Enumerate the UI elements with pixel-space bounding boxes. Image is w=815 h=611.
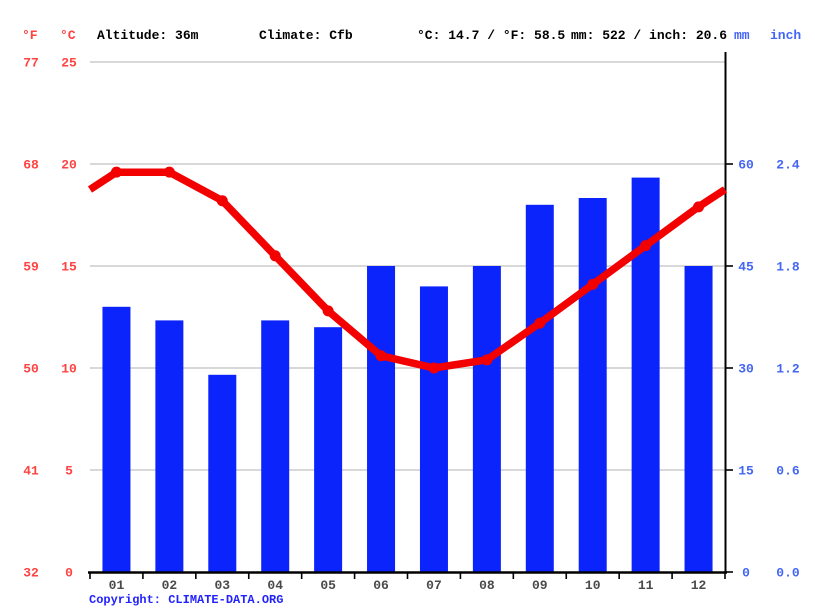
- f-axis-label: 77: [23, 56, 39, 71]
- mm-axis-label: 60: [738, 158, 754, 173]
- month-label-12: 12: [691, 578, 707, 593]
- inch-axis-label: 1.8: [776, 260, 800, 275]
- c-unit-label: °C: [60, 28, 76, 43]
- climate-label: Climate: Cfb: [259, 28, 353, 43]
- temp-point-02: [163, 166, 175, 178]
- mm-axis-label: 30: [738, 362, 754, 377]
- mm-unit-label: mm: [734, 28, 750, 43]
- mm-axis-label: 45: [738, 260, 754, 275]
- precip-bar-08: [472, 266, 501, 572]
- precip-bar-01: [102, 306, 131, 572]
- precip-total-label: mm: 522 / inch: 20.6: [571, 28, 728, 43]
- precip-bar-06: [367, 266, 396, 572]
- inch-unit-label: inch: [770, 28, 802, 43]
- temp-point-08: [481, 354, 493, 366]
- precip-bar-04: [261, 320, 290, 572]
- temp-point-12: [693, 201, 705, 213]
- inch-axis-label: 0.6: [776, 464, 800, 479]
- temp-point-03: [216, 195, 228, 207]
- temp-point-11: [640, 240, 652, 252]
- f-axis-label: 50: [23, 362, 39, 377]
- precip-bar-07: [419, 286, 448, 572]
- month-label-08: 08: [479, 578, 495, 593]
- temp-point-06: [375, 350, 387, 362]
- copyright-link[interactable]: Copyright: CLIMATE-DATA.ORG: [89, 593, 284, 607]
- month-label-09: 09: [532, 578, 548, 593]
- precip-bar-05: [314, 327, 343, 572]
- c-axis-label: 0: [65, 566, 73, 581]
- mm-axis-label: 0: [742, 566, 750, 581]
- f-axis-label: 41: [23, 464, 39, 479]
- f-unit-label: °F: [22, 28, 38, 43]
- temp-point-01: [110, 166, 122, 178]
- f-axis-label: 32: [23, 566, 39, 581]
- temp-point-07: [428, 362, 440, 374]
- f-axis-label: 68: [23, 158, 39, 173]
- month-label-06: 06: [373, 578, 389, 593]
- inch-axis-label: 1.2: [776, 362, 800, 377]
- temperature-line: [87, 168, 728, 372]
- c-axis-label: 5: [65, 464, 73, 479]
- temp-point-09: [534, 317, 546, 329]
- month-label-01: 01: [109, 578, 125, 593]
- precip-bar-10: [578, 198, 607, 572]
- month-label-04: 04: [267, 578, 283, 593]
- precip-bar-03: [208, 374, 237, 572]
- precip-bar-02: [155, 320, 184, 572]
- month-label-02: 02: [162, 578, 178, 593]
- month-label-05: 05: [320, 578, 336, 593]
- inch-axis-label: 2.4: [776, 158, 800, 173]
- altitude-label: Altitude: 36m: [97, 28, 199, 43]
- mm-axis-label: 15: [738, 464, 754, 479]
- f-axis-label: 59: [23, 260, 39, 275]
- precip-bar-09: [525, 204, 554, 573]
- c-axis-label: 20: [61, 158, 77, 173]
- c-axis-label: 15: [61, 260, 77, 275]
- temp-point-05: [322, 305, 334, 317]
- inch-axis-label: 0.0: [776, 566, 800, 581]
- temp-point-04: [269, 250, 281, 262]
- month-label-11: 11: [638, 578, 654, 593]
- c-axis-label: 25: [61, 56, 77, 71]
- month-label-10: 10: [585, 578, 601, 593]
- c-axis-label: 10: [61, 362, 77, 377]
- temp-average-label: °C: 14.7 / °F: 58.5: [417, 28, 566, 43]
- precip-bar-12: [684, 266, 713, 572]
- month-label-03: 03: [214, 578, 230, 593]
- temp-point-10: [587, 278, 599, 290]
- month-label-07: 07: [426, 578, 442, 593]
